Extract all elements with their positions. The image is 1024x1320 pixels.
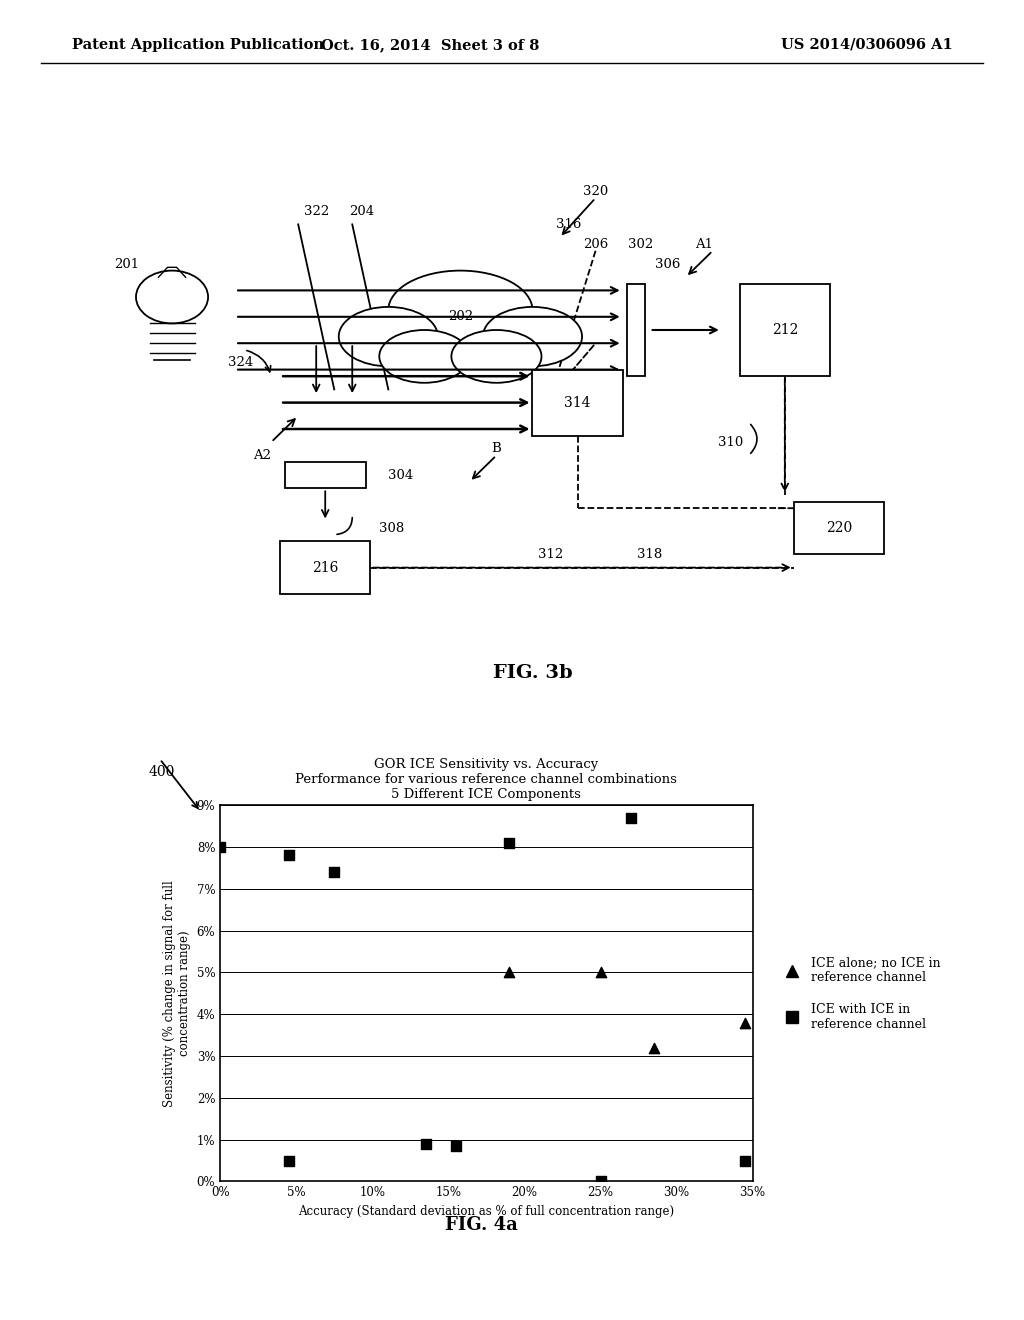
Text: 310: 310 [718, 436, 743, 449]
Ellipse shape [483, 306, 582, 367]
Point [501, 962, 517, 983]
Text: 204: 204 [349, 205, 374, 218]
Y-axis label: Sensitivity (% change in signal for full
concentration range): Sensitivity (% change in signal for full… [163, 880, 191, 1106]
Text: Oct. 16, 2014  Sheet 3 of 8: Oct. 16, 2014 Sheet 3 of 8 [321, 38, 540, 51]
Point [623, 808, 639, 829]
Point [592, 962, 608, 983]
Point [501, 833, 517, 854]
Text: US 2014/0306096 A1: US 2014/0306096 A1 [780, 38, 952, 51]
Text: 320: 320 [583, 185, 608, 198]
Bar [739, 284, 829, 376]
Circle shape [136, 271, 208, 323]
Point [418, 1133, 434, 1154]
X-axis label: Accuracy (Standard deviation as % of full concentration range): Accuracy (Standard deviation as % of ful… [298, 1205, 675, 1218]
Text: B: B [492, 442, 502, 455]
Point [645, 1038, 662, 1059]
Text: 220: 220 [825, 521, 852, 535]
Point [281, 845, 297, 866]
Ellipse shape [339, 306, 438, 367]
Point [737, 1150, 754, 1171]
Text: 201: 201 [115, 257, 139, 271]
Text: 302: 302 [628, 238, 653, 251]
Bar [281, 541, 371, 594]
Point [326, 862, 342, 883]
Text: FIG. 3b: FIG. 3b [493, 664, 572, 682]
Point [212, 837, 228, 858]
Text: 322: 322 [303, 205, 329, 218]
Text: 324: 324 [228, 356, 253, 370]
Text: 202: 202 [447, 310, 473, 323]
Title: GOR ICE Sensitivity vs. Accuracy
Performance for various reference channel combi: GOR ICE Sensitivity vs. Accuracy Perform… [296, 758, 677, 801]
Text: 318: 318 [637, 548, 663, 561]
Text: Patent Application Publication: Patent Application Publication [72, 38, 324, 51]
Ellipse shape [452, 330, 542, 383]
Text: 304: 304 [388, 469, 414, 482]
Bar [627, 284, 645, 376]
Text: A2: A2 [253, 449, 271, 462]
Ellipse shape [379, 330, 469, 383]
Point [592, 1171, 608, 1192]
Text: 306: 306 [655, 257, 680, 271]
Text: 206: 206 [583, 238, 608, 251]
Text: 400: 400 [148, 766, 175, 779]
Point [447, 1135, 464, 1156]
Ellipse shape [388, 271, 532, 350]
Text: FIG. 4a: FIG. 4a [444, 1216, 518, 1234]
Legend: ICE alone; no ICE in
reference channel, ICE with ICE in
reference channel: ICE alone; no ICE in reference channel, … [775, 950, 946, 1036]
Text: 308: 308 [379, 521, 404, 535]
Text: 316: 316 [556, 218, 582, 231]
Bar [794, 502, 884, 554]
Bar [532, 370, 623, 436]
Text: 212: 212 [772, 323, 798, 337]
Text: 216: 216 [312, 561, 338, 574]
Text: 314: 314 [564, 396, 591, 409]
Bar [285, 462, 366, 488]
Point [737, 1012, 754, 1034]
Text: A1: A1 [694, 238, 713, 251]
Point [281, 1150, 297, 1171]
Text: 312: 312 [538, 548, 563, 561]
